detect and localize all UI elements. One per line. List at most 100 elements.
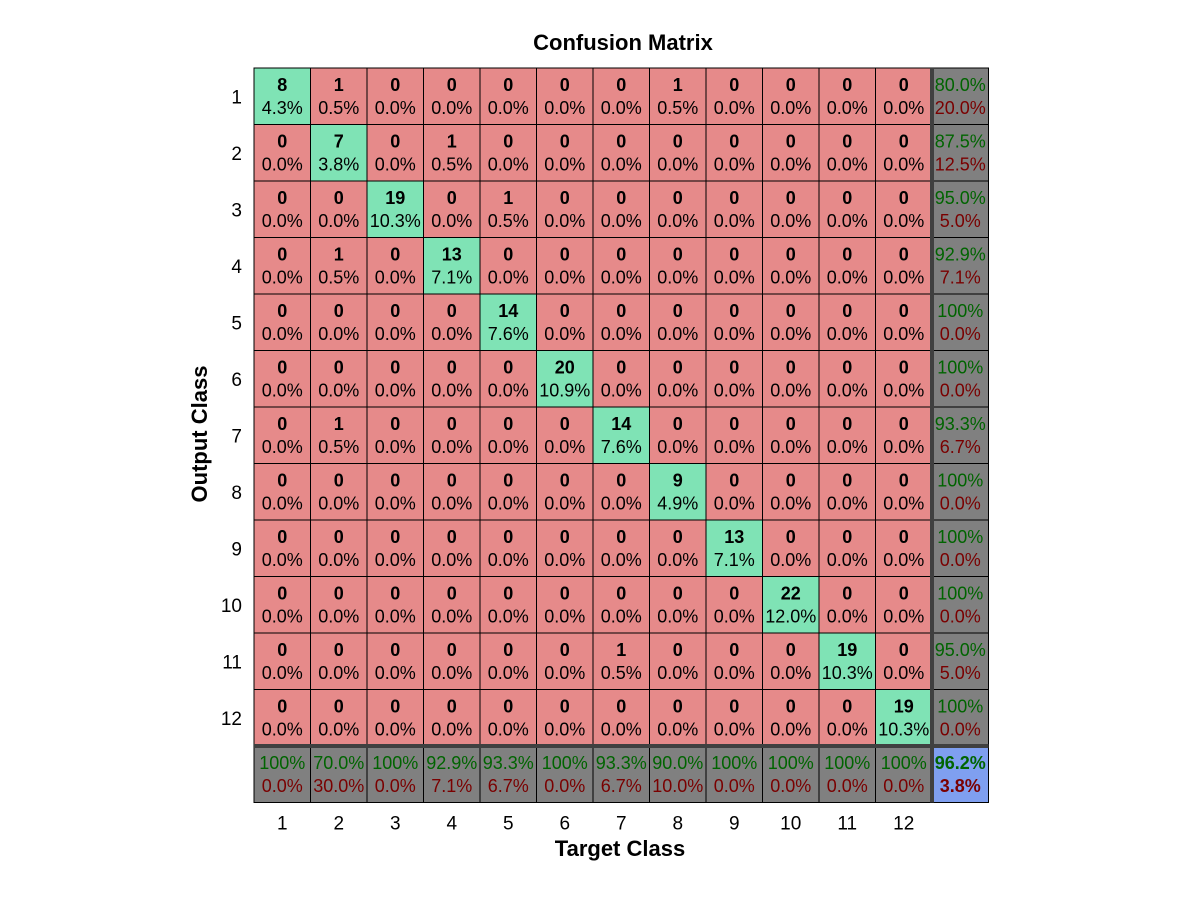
matrix-cell-4-12: 0 0.0% [875, 237, 933, 295]
y-tick-label: 1 [231, 87, 242, 108]
cell-background [423, 124, 481, 182]
cell-percent: 0.0% [714, 155, 755, 175]
cell-background [818, 237, 876, 295]
cell-background [479, 350, 537, 408]
matrix-cell-10-7: 0 0.0% [592, 576, 650, 634]
cell-count: 0 [616, 697, 626, 717]
cell-background [536, 406, 594, 464]
cell-count: 0 [899, 640, 909, 660]
cell-count: 0 [786, 358, 796, 378]
cell-background [479, 689, 537, 747]
cell-count: 1 [334, 414, 344, 434]
matrix-cell-10-13: 100% 0.0% [931, 576, 989, 634]
cell-count: 0 [334, 697, 344, 717]
cell-count: 0 [503, 527, 513, 547]
matrix-cell-3-4: 0 0.0% [423, 180, 481, 238]
cell-background [366, 350, 424, 408]
cell-count: 0 [616, 301, 626, 321]
cell-background [592, 124, 650, 182]
summary-correct: 100% [881, 753, 927, 773]
cell-percent: 0.0% [544, 607, 585, 627]
cell-count: 0 [899, 358, 909, 378]
y-tick-label: 10 [221, 596, 242, 617]
cell-count: 0 [277, 640, 287, 660]
cell-background [705, 632, 763, 690]
cell-background [705, 576, 763, 634]
cell-background [875, 519, 933, 577]
cell-percent: 0.0% [431, 607, 472, 627]
matrix-cell-11-12: 0 0.0% [875, 632, 933, 690]
cell-count: 0 [277, 527, 287, 547]
cell-background [931, 463, 989, 521]
matrix-cell-12-1: 0 0.0% [253, 689, 311, 747]
cell-count: 1 [616, 640, 626, 660]
matrix-cell-3-9: 0 0.0% [705, 180, 763, 238]
cell-count: 0 [899, 75, 909, 95]
cell-percent: 0.0% [431, 550, 472, 570]
cell-percent: 0.0% [262, 720, 303, 740]
cell-count: 0 [842, 471, 852, 491]
matrix-cell-4-2: 1 0.5% [310, 237, 368, 295]
cell-count: 0 [899, 471, 909, 491]
cell-background [931, 293, 989, 351]
cell-background [931, 124, 989, 182]
y-tick-label: 3 [231, 200, 242, 221]
cell-percent: 3.8% [318, 155, 359, 175]
cell-background [592, 293, 650, 351]
matrix-cell-6-3: 0 0.0% [366, 350, 424, 408]
cell-percent: 0.0% [770, 494, 811, 514]
matrix-cell-9-7: 0 0.0% [592, 519, 650, 577]
matrix-cell-4-9: 0 0.0% [705, 237, 763, 295]
cell-count: 0 [390, 584, 400, 604]
summary-error: 0.0% [262, 776, 303, 796]
cell-percent: 0.0% [375, 324, 416, 344]
summary-correct: 100% [768, 753, 814, 773]
matrix-cell-8-3: 0 0.0% [366, 463, 424, 521]
matrix-cell-8-4: 0 0.0% [423, 463, 481, 521]
cell-percent: 0.0% [657, 324, 698, 344]
x-tick-label: 3 [390, 814, 401, 835]
summary-correct: 92.9% [426, 753, 477, 773]
cell-percent: 0.5% [488, 211, 529, 231]
cell-count: 1 [447, 132, 457, 152]
cell-background [818, 463, 876, 521]
cell-count: 0 [334, 301, 344, 321]
matrix-cell-7-11: 0 0.0% [818, 406, 876, 464]
cell-count: 7 [334, 132, 344, 152]
matrix-cell-3-2: 0 0.0% [310, 180, 368, 238]
cell-background [649, 689, 707, 747]
cell-percent: 0.0% [827, 381, 868, 401]
cell-percent: 0.0% [601, 324, 642, 344]
cell-background [536, 745, 594, 803]
matrix-cell-5-5: 14 7.6% [479, 293, 537, 351]
matrix-cell-6-13: 100% 0.0% [931, 350, 989, 408]
cell-background [818, 745, 876, 803]
cell-background [818, 350, 876, 408]
y-tick-label: 8 [231, 483, 242, 504]
matrix-cell-10-1: 0 0.0% [253, 576, 311, 634]
summary-correct: 100% [824, 753, 870, 773]
cell-count: 0 [560, 132, 570, 152]
matrix-cell-13-13: 96.2% 3.8% [931, 745, 989, 803]
summary-correct: 100% [542, 753, 588, 773]
matrix-cell-9-13: 100% 0.0% [931, 519, 989, 577]
cell-background [818, 406, 876, 464]
cell-percent: 0.0% [827, 268, 868, 288]
matrix-cell-13-11: 100% 0.0% [818, 745, 876, 803]
cell-percent: 0.0% [657, 268, 698, 288]
cell-background [705, 350, 763, 408]
cell-count: 0 [447, 471, 457, 491]
matrix-cell-11-8: 0 0.0% [649, 632, 707, 690]
y-tick-label: 11 [222, 652, 242, 673]
cell-percent: 0.0% [544, 155, 585, 175]
matrix-cell-6-4: 0 0.0% [423, 350, 481, 408]
cell-percent: 10.3% [370, 211, 421, 231]
cell-count: 9 [673, 471, 683, 491]
cell-count: 0 [673, 697, 683, 717]
matrix-cell-5-9: 0 0.0% [705, 293, 763, 351]
cell-percent: 0.0% [375, 437, 416, 457]
matrix-cell-1-8: 1 0.5% [649, 67, 707, 125]
matrix-cell-2-8: 0 0.0% [649, 124, 707, 182]
cell-percent: 0.0% [714, 268, 755, 288]
matrix-cell-13-9: 100% 0.0% [705, 745, 763, 803]
